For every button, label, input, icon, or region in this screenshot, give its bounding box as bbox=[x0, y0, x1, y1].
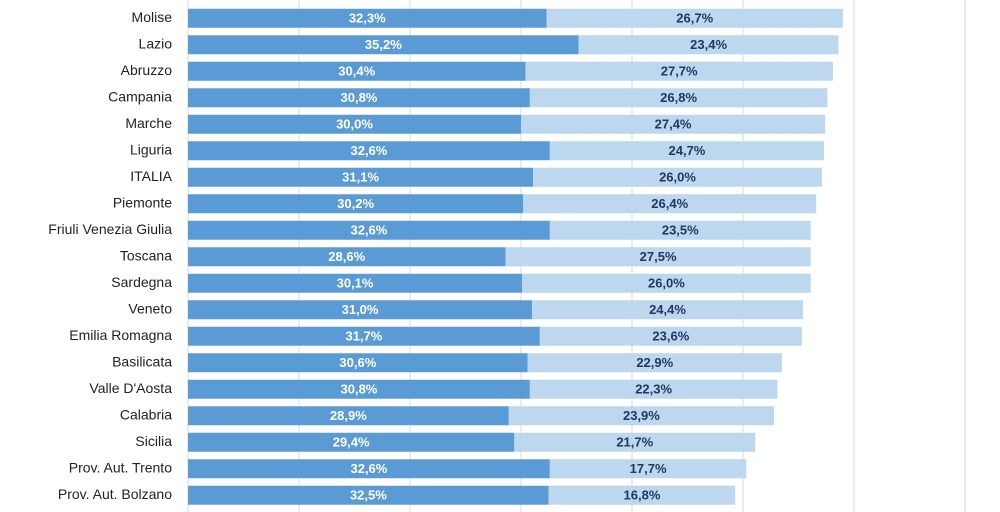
data-label-series-2: 27,4% bbox=[655, 117, 692, 132]
data-label-series-2: 22,3% bbox=[635, 382, 672, 397]
data-label-series-2: 26,4% bbox=[651, 196, 688, 211]
category-label: Friuli Venezia Giulia bbox=[48, 221, 172, 237]
category-label: Toscana bbox=[120, 247, 172, 263]
category-label: Molise bbox=[132, 9, 173, 25]
labels: Molise 32,3% 26,7% Lazio 35,2% 23,4% Abruzzo 30… bbox=[48, 9, 727, 503]
bar-series-1 bbox=[188, 406, 509, 426]
data-label-series-2: 24,4% bbox=[649, 302, 686, 317]
data-label-series-1: 32,6% bbox=[350, 223, 387, 238]
data-label-series-2: 27,5% bbox=[640, 249, 677, 264]
data-label-series-1: 32,5% bbox=[350, 488, 387, 503]
data-label-series-2: 26,0% bbox=[659, 170, 696, 185]
data-label-series-2: 17,7% bbox=[630, 461, 667, 476]
data-label-series-1: 30,0% bbox=[336, 117, 373, 132]
bar-series-1 bbox=[188, 459, 550, 479]
data-label-series-1: 31,7% bbox=[345, 329, 382, 344]
bar-series-2 bbox=[549, 459, 747, 479]
bar-series-2 bbox=[514, 432, 756, 452]
data-label-series-2: 27,7% bbox=[661, 64, 698, 79]
data-label-series-2: 23,5% bbox=[662, 223, 699, 238]
data-label-series-1: 29,4% bbox=[333, 435, 370, 450]
data-label-series-1: 31,1% bbox=[342, 170, 379, 185]
bar-series-1 bbox=[188, 8, 547, 28]
bar-series-2 bbox=[508, 406, 775, 426]
data-label-series-2: 26,8% bbox=[660, 90, 697, 105]
data-label-series-1: 32,6% bbox=[350, 143, 387, 158]
bar-series-1 bbox=[188, 300, 533, 320]
bar-series-1 bbox=[188, 220, 550, 240]
category-label: Piemonte bbox=[113, 194, 172, 210]
data-label-series-1: 30,8% bbox=[341, 382, 378, 397]
bar-series-1 bbox=[188, 61, 526, 81]
data-label-series-1: 32,3% bbox=[349, 11, 386, 26]
bar-series-1 bbox=[188, 35, 579, 55]
category-label: Valle D'Aosta bbox=[89, 380, 172, 396]
bar-series-1 bbox=[188, 247, 506, 267]
bar-series-2 bbox=[578, 35, 839, 55]
bar-series-2 bbox=[527, 353, 782, 373]
category-label: Lazio bbox=[139, 35, 173, 51]
category-label: Emilia Romagna bbox=[69, 327, 172, 343]
category-label: Marche bbox=[125, 115, 172, 131]
data-label-series-1: 30,2% bbox=[337, 196, 374, 211]
data-label-series-1: 35,2% bbox=[365, 37, 402, 52]
data-label-series-2: 23,4% bbox=[690, 37, 727, 52]
bar-series-2 bbox=[521, 114, 826, 134]
bar-series-2 bbox=[529, 379, 778, 399]
bar-series-2 bbox=[549, 220, 811, 240]
bar-series-2 bbox=[522, 273, 811, 293]
data-label-series-1: 30,6% bbox=[339, 355, 376, 370]
bar-series-1 bbox=[188, 485, 549, 505]
bar-series-2 bbox=[549, 141, 825, 161]
data-label-series-2: 26,0% bbox=[648, 276, 685, 291]
bar-series-1 bbox=[188, 167, 534, 187]
bar-series-1 bbox=[188, 273, 523, 293]
bar-series-1 bbox=[188, 194, 524, 214]
data-label-series-2: 26,7% bbox=[676, 11, 713, 26]
bar-series-1 bbox=[188, 114, 521, 134]
bar-series-1 bbox=[188, 353, 528, 373]
category-label: Sicilia bbox=[135, 433, 172, 449]
data-label-series-1: 28,9% bbox=[330, 408, 367, 423]
category-label: Veneto bbox=[128, 300, 172, 316]
bar-series-1 bbox=[188, 432, 515, 452]
bar-series-1 bbox=[188, 379, 530, 399]
bar-series-2 bbox=[539, 326, 802, 346]
data-label-series-1: 31,0% bbox=[342, 302, 379, 317]
category-label: Prov. Aut. Bolzano bbox=[58, 486, 172, 502]
category-label: ITALIA bbox=[130, 168, 172, 184]
data-label-series-2: 22,9% bbox=[636, 355, 673, 370]
bar-series-2 bbox=[546, 8, 843, 28]
data-label-series-1: 28,6% bbox=[328, 249, 365, 264]
category-label: Prov. Aut. Trento bbox=[69, 459, 172, 475]
category-label: Abruzzo bbox=[121, 62, 173, 78]
data-label-series-2: 23,9% bbox=[623, 408, 660, 423]
data-label-series-2: 16,8% bbox=[624, 488, 661, 503]
category-label: Liguria bbox=[130, 141, 172, 157]
bar-series-1 bbox=[188, 326, 540, 346]
bar-series-2 bbox=[529, 88, 828, 108]
category-label: Calabria bbox=[120, 406, 172, 422]
bar-series-2 bbox=[533, 167, 822, 187]
data-label-series-1: 30,1% bbox=[337, 276, 374, 291]
bar-series-2 bbox=[505, 247, 811, 267]
data-label-series-2: 24,7% bbox=[669, 143, 706, 158]
category-label: Basilicata bbox=[112, 353, 172, 369]
data-label-series-1: 32,6% bbox=[350, 461, 387, 476]
data-label-series-2: 21,7% bbox=[616, 435, 653, 450]
bar-series-2 bbox=[525, 61, 833, 81]
bar-series-2 bbox=[523, 194, 817, 214]
bars bbox=[188, 8, 843, 505]
category-label: Sardegna bbox=[111, 274, 172, 290]
data-label-series-1: 30,8% bbox=[341, 90, 378, 105]
data-label-series-2: 23,6% bbox=[652, 329, 689, 344]
bar-series-2 bbox=[548, 485, 736, 505]
data-label-series-1: 30,4% bbox=[338, 64, 375, 79]
bar-series-1 bbox=[188, 141, 550, 161]
bar-series-2 bbox=[532, 300, 803, 320]
bar-series-1 bbox=[188, 88, 530, 108]
category-label: Campania bbox=[108, 88, 172, 104]
